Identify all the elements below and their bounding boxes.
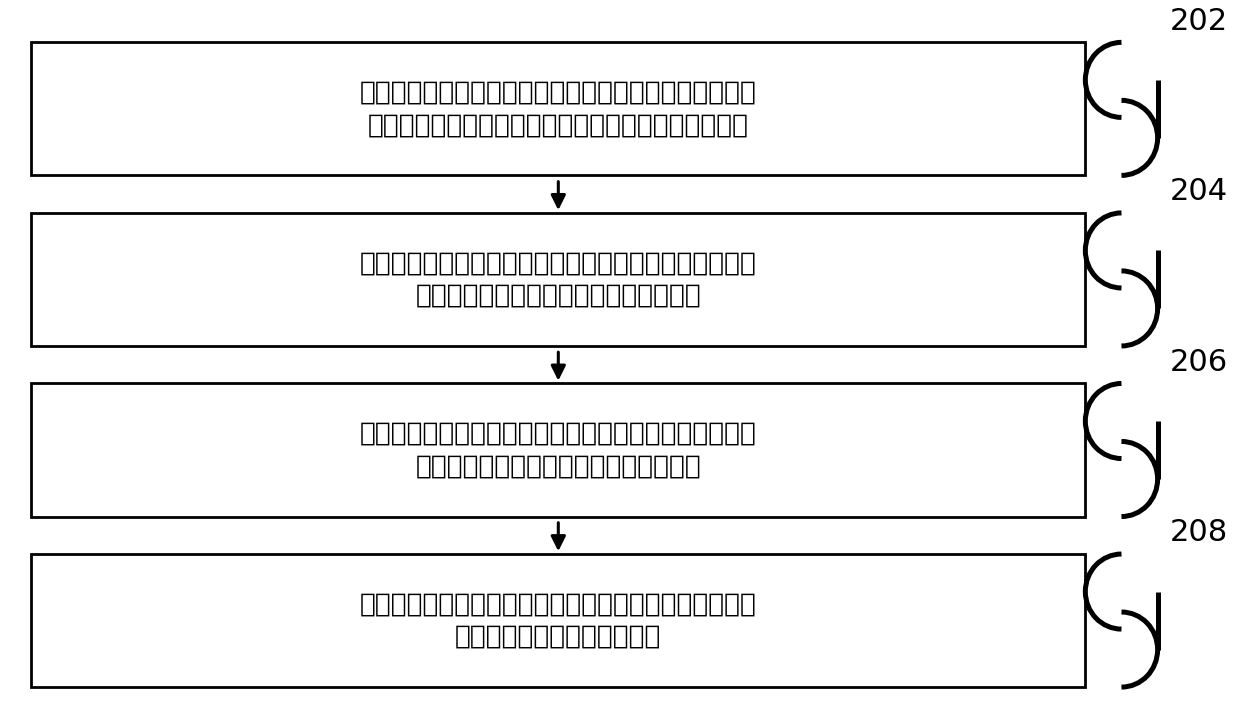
FancyBboxPatch shape [31,213,1085,346]
Text: 在该区域的地图中区域的显示暂态评估结果以及在监测点: 在该区域的地图中区域的显示暂态评估结果以及在监测点 [360,591,756,617]
FancyBboxPatch shape [31,383,1085,516]
Text: 202: 202 [1169,6,1228,36]
Text: 204: 204 [1169,177,1228,206]
Text: 208: 208 [1169,518,1228,547]
FancyBboxPatch shape [31,43,1085,175]
FancyBboxPatch shape [31,554,1085,687]
Text: 位置显示对应的稳态评估结果: 位置显示对应的稳态评估结果 [455,624,661,650]
Text: 所述监测点稳态指标对应的稳态评估结果: 所述监测点稳态指标对应的稳态评估结果 [415,283,701,309]
Text: 指标的数据，得到该区域的暂态评估结果: 指标的数据，得到该区域的暂态评估结果 [415,454,701,479]
Text: 根据预先设置的幅值区间模型以及各个监测点的所述暂态: 根据预先设置的幅值区间模型以及各个监测点的所述暂态 [360,420,756,447]
Text: 获取区域内各监测点的原始电能质量数据，其中，所述原: 获取区域内各监测点的原始电能质量数据，其中，所述原 [360,80,756,106]
Text: 根据预先设置的稳态评价模型以及稳态指标的数据，得到: 根据预先设置的稳态评价模型以及稳态指标的数据，得到 [360,250,756,276]
Text: 206: 206 [1169,348,1228,377]
Text: 始电能质量数据包括稳态指标的数据和暂态指标的数据: 始电能质量数据包括稳态指标的数据和暂态指标的数据 [368,112,749,138]
